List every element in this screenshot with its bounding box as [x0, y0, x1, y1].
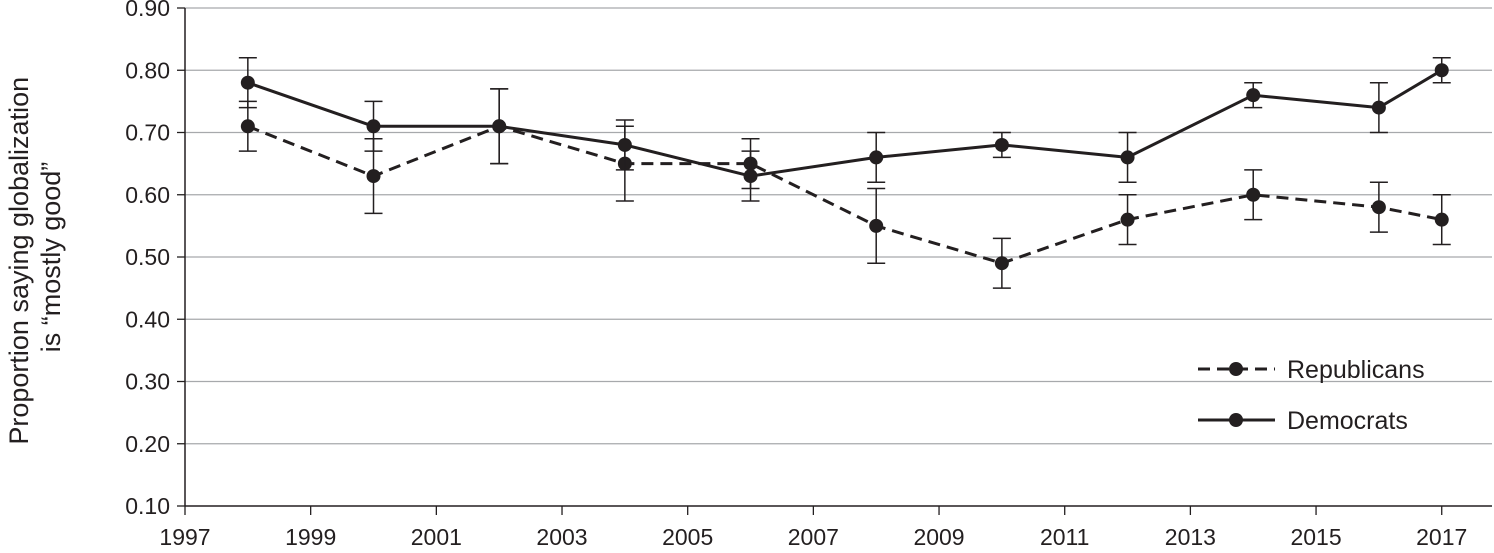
- x-tick-label: 2017: [1416, 524, 1467, 550]
- series-republicans: [238, 88, 1451, 289]
- y-tick-label: 0.60: [125, 182, 170, 208]
- y-axis-title: Proportion saying globalization is “most…: [4, 69, 66, 444]
- data-point-republicans[interactable]: [1434, 212, 1449, 227]
- y-tick-label: 0.20: [125, 431, 170, 457]
- data-point-republicans[interactable]: [240, 119, 255, 134]
- x-tick-label: 1999: [285, 524, 336, 550]
- y-tick-label: 0.50: [125, 244, 170, 270]
- data-point-democrats[interactable]: [1434, 63, 1449, 78]
- legend-marker-republicans: [1229, 362, 1243, 376]
- y-axis-title-line-1: Proportion saying globalization: [4, 77, 34, 445]
- data-point-republicans[interactable]: [1246, 187, 1261, 202]
- legend-item-democrats[interactable]: Democrats: [1198, 407, 1408, 435]
- y-tick-label: 0.10: [125, 493, 170, 519]
- data-point-democrats[interactable]: [994, 137, 1009, 152]
- x-tick-label: 2005: [662, 524, 713, 550]
- legend: Republicans Democrats: [1198, 356, 1425, 435]
- data-point-democrats[interactable]: [1120, 150, 1135, 165]
- legend-label-republicans: Republicans: [1287, 356, 1425, 384]
- x-tick-labels: 1997 1999 2001 2003 2005 2007 2009 2011 2013 2015…: [159, 506, 1467, 550]
- data-point-democrats[interactable]: [366, 119, 381, 134]
- legend-marker-democrats: [1229, 413, 1243, 427]
- x-tick-label: 2009: [913, 524, 964, 550]
- x-tick-label: 2011: [1040, 524, 1089, 550]
- data-point-democrats[interactable]: [1371, 100, 1386, 115]
- data-point-democrats[interactable]: [617, 137, 632, 152]
- x-tick-label: 2001: [411, 524, 462, 550]
- y-tick-label: 0.40: [125, 306, 170, 332]
- data-point-republicans[interactable]: [366, 169, 381, 184]
- data-point-republicans[interactable]: [869, 218, 884, 233]
- series-democrats: [238, 57, 1451, 202]
- y-tick-labels: 0.10 0.20 0.30 0.40 0.50 0.60 0.70 0.80 0.90: [125, 0, 185, 519]
- data-point-democrats[interactable]: [1246, 88, 1261, 103]
- data-point-republicans[interactable]: [1120, 212, 1135, 227]
- data-point-democrats[interactable]: [743, 169, 758, 184]
- data-point-republicans[interactable]: [1371, 200, 1386, 215]
- y-tick-label: 0.70: [125, 120, 170, 146]
- x-tick-label: 2007: [788, 524, 839, 550]
- series-line-democrats: [247, 69, 1443, 178]
- series-layer: [238, 57, 1451, 289]
- y-tick-label: 0.80: [125, 57, 170, 83]
- legend-item-republicans[interactable]: Republicans: [1198, 356, 1425, 384]
- error-bars-republicans: [238, 88, 1451, 289]
- x-tick-label: 1997: [159, 524, 210, 550]
- grid-lines: [185, 7, 1492, 445]
- data-point-democrats[interactable]: [492, 119, 507, 134]
- x-tick-label: 2015: [1290, 524, 1341, 550]
- x-tick-label: 2013: [1165, 524, 1216, 550]
- x-tick-label: 2003: [536, 524, 587, 550]
- data-point-democrats[interactable]: [240, 75, 255, 90]
- y-axis-title-line-2: is “mostly good”: [36, 162, 66, 353]
- y-tick-label: 0.30: [125, 369, 170, 395]
- data-point-republicans[interactable]: [994, 256, 1009, 271]
- legend-label-democrats: Democrats: [1287, 407, 1408, 435]
- data-point-democrats[interactable]: [869, 150, 884, 165]
- y-tick-label: 0.90: [125, 0, 170, 21]
- error-bars-democrats: [238, 57, 1451, 202]
